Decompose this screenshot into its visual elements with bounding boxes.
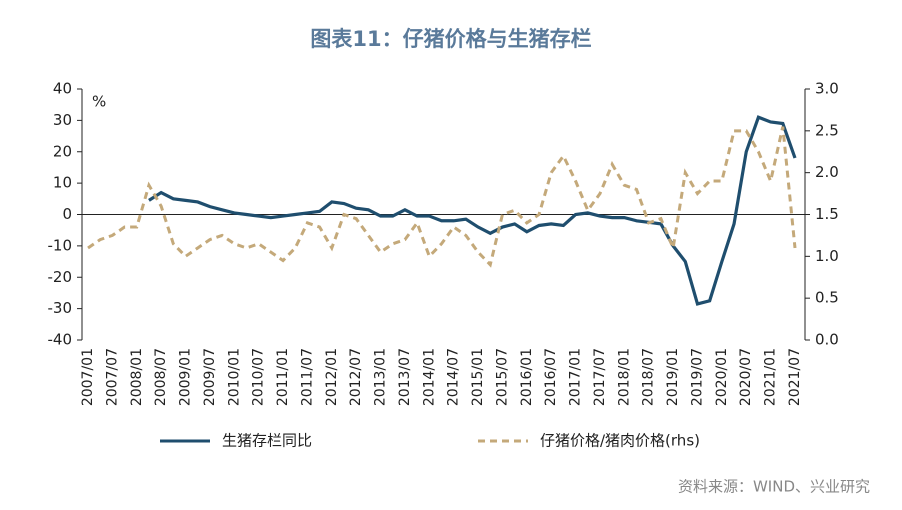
- y-tick-label: 40: [53, 80, 72, 98]
- x-tick-label: 2010/01: [226, 348, 242, 406]
- y2-tick-label: 2.5: [815, 121, 839, 139]
- x-tick-label: 2020/07: [738, 348, 754, 406]
- x-tick-label: 2011/01: [275, 348, 291, 406]
- y2-tick-label: 1.0: [815, 247, 839, 265]
- x-tick-label: 2013/01: [373, 348, 389, 406]
- x-tick-label: 2008/07: [153, 348, 169, 406]
- y-tick-label: 20: [53, 142, 72, 160]
- x-tick-label: 2016/01: [519, 348, 535, 406]
- x-tick-label: 2015/07: [494, 348, 510, 406]
- y2-tick-label: 3.0: [815, 80, 839, 98]
- y-tick-label: -20: [48, 268, 73, 286]
- x-tick-label: 2021/01: [763, 348, 779, 406]
- x-tick-label: 2007/01: [80, 348, 96, 406]
- x-tick-label: 2015/01: [470, 348, 486, 406]
- y-tick-label: -30: [48, 299, 73, 317]
- y2-tick-label: 0.0: [815, 331, 839, 349]
- x-tick-label: 2014/01: [421, 348, 437, 406]
- series-line: [148, 115, 797, 306]
- y2-tick-label: 2.0: [815, 163, 839, 181]
- legend-label: 仔猪价格/猪肉价格(rhs): [540, 432, 700, 450]
- x-tick-label: 2012/01: [324, 348, 340, 406]
- x-tick-label: 2008/01: [129, 348, 145, 406]
- y-tick-label: 10: [53, 174, 72, 192]
- chart-title: 图表11：仔猪价格与生猪存栏: [310, 27, 591, 51]
- y2-tick-label: 1.5: [815, 205, 839, 223]
- x-tick-label: 2010/07: [251, 348, 267, 406]
- y-tick-label: 30: [53, 111, 72, 129]
- x-tick-label: 2011/07: [299, 348, 315, 406]
- y-unit: %: [92, 93, 106, 111]
- x-tick-label: 2017/01: [568, 348, 584, 406]
- x-tick-label: 2009/07: [202, 348, 218, 406]
- x-tick-label: 2019/01: [665, 348, 681, 406]
- x-tick-label: 2007/07: [104, 348, 120, 406]
- y-tick-label: -40: [48, 331, 73, 349]
- x-tick-label: 2021/07: [787, 348, 803, 406]
- x-tick-label: 2014/07: [446, 348, 462, 406]
- x-tick-label: 2009/01: [178, 348, 194, 406]
- x-tick-label: 2018/07: [641, 348, 657, 406]
- y-tick-label: -10: [48, 236, 73, 254]
- legend-label: 生猪存栏同比: [222, 432, 312, 450]
- y2-tick-label: 0.5: [815, 289, 839, 307]
- x-tick-label: 2012/07: [348, 348, 364, 406]
- x-tick-label: 2019/07: [689, 348, 705, 406]
- x-tick-label: 2016/07: [543, 348, 559, 406]
- x-tick-label: 2018/01: [616, 348, 632, 406]
- source: 资料来源：WIND、兴业研究: [678, 478, 870, 496]
- x-tick-label: 2017/07: [592, 348, 608, 406]
- y-tick-label: 0: [62, 205, 72, 223]
- x-tick-label: 2013/07: [397, 348, 413, 406]
- x-tick-label: 2020/01: [714, 348, 730, 406]
- series-line: [87, 126, 797, 268]
